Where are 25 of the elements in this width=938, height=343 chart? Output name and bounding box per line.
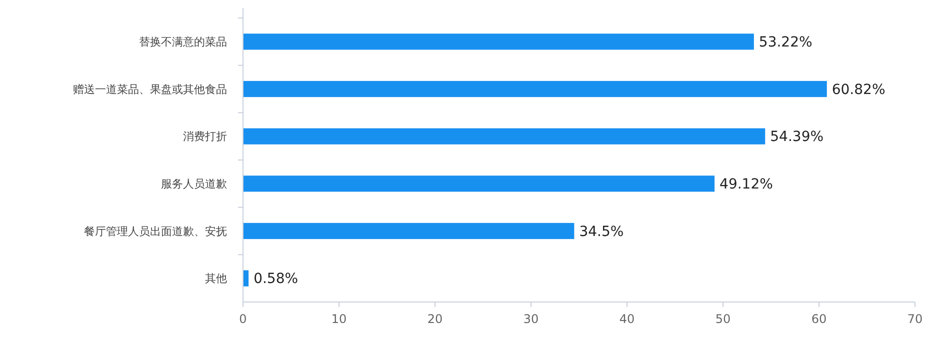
bar — [243, 34, 754, 50]
y-tick-label: 其他 — [205, 272, 227, 286]
x-tick-label: 60 — [811, 312, 827, 326]
x-tick-label: 30 — [523, 312, 539, 326]
x-tick-label: 20 — [427, 312, 443, 326]
y-tick-label: 消费打折 — [183, 130, 227, 144]
data-label: 34.5% — [579, 224, 624, 240]
bar — [243, 176, 715, 192]
x-tick-label: 70 — [907, 312, 923, 326]
data-label: 60.82% — [832, 82, 886, 98]
y-tick-label: 餐厅管理人员出面道歉、安抚 — [84, 224, 227, 238]
bar — [243, 222, 574, 240]
x-tick-label: 50 — [715, 312, 731, 326]
y-tick-label: 服务人员道歉 — [161, 178, 227, 191]
data-label: 53.22% — [758, 34, 812, 51]
y-tick-label: 赠送一道菜品、果盘或其他食品 — [73, 82, 227, 96]
data-label: 54.39% — [770, 129, 824, 146]
x-tick-label: 0 — [239, 312, 247, 326]
x-tick-label: 40 — [619, 312, 635, 326]
data-label: 49.12% — [720, 176, 773, 193]
y-tick-label: 替换不满意的菜品 — [139, 36, 227, 49]
bar — [243, 80, 827, 98]
x-tick-label: 10 — [331, 312, 347, 326]
bar — [243, 128, 766, 144]
data-label: 0.58% — [254, 271, 298, 288]
